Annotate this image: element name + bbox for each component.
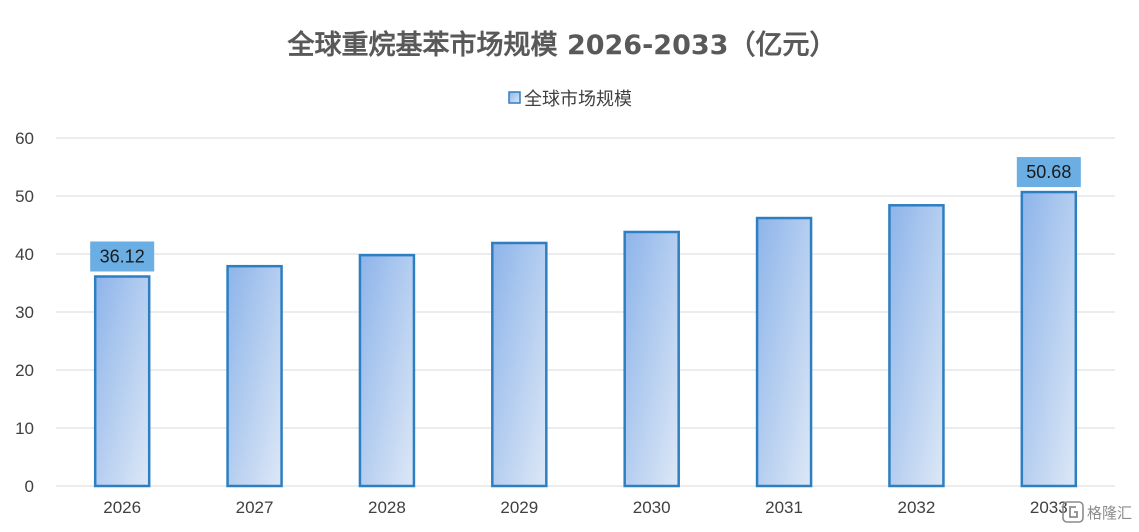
chart-title: 全球重烷基苯市场规模 2026-2033（亿元） (287, 29, 837, 61)
y-tick-label: 0 (25, 477, 34, 496)
legend-swatch (508, 91, 521, 104)
x-tick-label: 2033 (1030, 498, 1068, 517)
x-tick-label: 2026 (103, 498, 141, 517)
bar-2032 (888, 204, 945, 488)
y-tick-label: 30 (15, 303, 34, 322)
y-tick-label: 50 (15, 187, 34, 206)
bar-2033 (1020, 190, 1078, 488)
y-tick-label: 10 (15, 419, 34, 438)
bar-2028 (358, 253, 416, 488)
x-tick-label: 2031 (765, 498, 803, 517)
x-tick-label: 2030 (633, 498, 671, 517)
data-label-box (1016, 157, 1081, 188)
legend: 全球市场规模 (508, 89, 632, 110)
data-label: 36.12 (100, 247, 145, 267)
bar-2026 (93, 275, 151, 488)
data-label: 50.68 (1026, 162, 1071, 182)
y-tick-label: 40 (15, 245, 34, 264)
x-axis-ticks: 2026 2027 2028 2029 2030 2031 2032 2033 (103, 498, 1067, 517)
x-tick-label: 2027 (236, 498, 274, 517)
x-tick-label: 2032 (898, 498, 936, 517)
gridlines (56, 137, 1115, 487)
x-tick-label: 2028 (368, 498, 406, 517)
data-label-box (90, 241, 155, 272)
bar-2030 (623, 230, 680, 488)
data-labels: 36.12 50.68 (90, 157, 1081, 272)
x-tick-label: 2029 (500, 498, 538, 517)
watermark: 格隆汇 (1062, 501, 1132, 523)
bar-2029 (491, 241, 548, 488)
legend-label: 全球市场规模 (524, 89, 632, 110)
bar-2031 (755, 216, 813, 488)
y-tick-label: 20 (15, 361, 34, 380)
y-axis-ticks: 0 10 20 30 40 50 60 (15, 129, 34, 496)
bars (93, 190, 1078, 488)
y-tick-label: 60 (15, 129, 34, 148)
bar-2027 (226, 264, 283, 488)
watermark-text: 格隆汇 (1087, 504, 1132, 522)
gelonghui-logo-icon (1062, 501, 1084, 523)
